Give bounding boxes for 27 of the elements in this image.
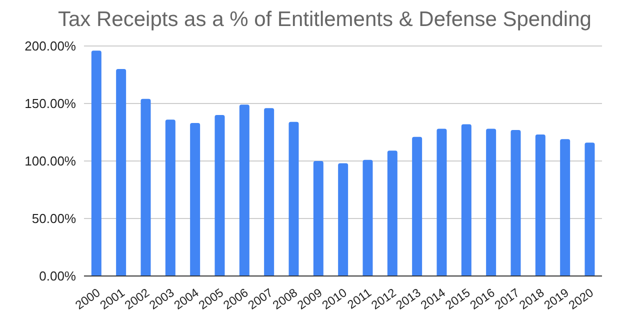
- bar: [313, 161, 324, 276]
- y-tick-label: 200.00%: [24, 38, 76, 54]
- bar: [239, 104, 250, 276]
- bar: [214, 115, 225, 276]
- bar: [91, 50, 102, 276]
- y-tick-label: 100.00%: [24, 154, 76, 169]
- bar: [436, 128, 447, 276]
- y-tick-label: 150.00%: [24, 96, 76, 112]
- bar: [387, 150, 398, 276]
- bar: [486, 128, 496, 276]
- bar: [362, 160, 373, 276]
- y-tick-label: 50.00%: [32, 211, 76, 226]
- bar: [461, 124, 472, 276]
- chart-title: Tax Receipts as a % of Entitlements & Defense Spending: [57, 8, 592, 33]
- bar: [165, 120, 176, 276]
- bar: [584, 142, 595, 276]
- bar: [535, 134, 546, 276]
- bar: [510, 130, 521, 276]
- y-tick-label: 0.00%: [39, 268, 76, 284]
- bar: [264, 108, 274, 276]
- bar: [412, 136, 422, 276]
- bar: [560, 139, 570, 276]
- bar: [288, 122, 299, 276]
- bar: [338, 163, 348, 276]
- bar: [116, 69, 126, 276]
- bar: [140, 98, 151, 276]
- bar: [190, 123, 200, 276]
